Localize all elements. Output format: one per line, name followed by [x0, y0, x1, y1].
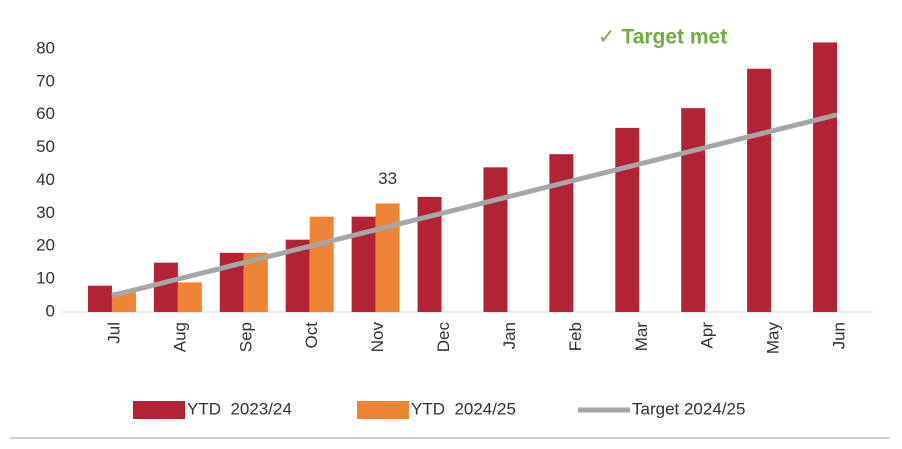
x-tick-label: Jun [830, 322, 849, 349]
bar [309, 216, 334, 312]
bar [681, 108, 706, 312]
target-line [111, 112, 838, 298]
bar [153, 262, 178, 312]
x-tick-label: Oct [302, 322, 321, 349]
y-tick-label: 10 [36, 269, 55, 288]
y-tick-label: 30 [36, 203, 55, 222]
x-tick-label: May [764, 322, 783, 355]
x-tick-label: Aug [170, 322, 189, 352]
x-tick-label: Feb [566, 322, 585, 351]
bar [615, 127, 640, 313]
y-tick-label: 50 [36, 137, 55, 156]
y-tick-label: 20 [36, 236, 55, 255]
legend-label: YTD 2024/25 [411, 399, 516, 418]
legend-swatch [357, 401, 409, 419]
y-tick-label: 0 [46, 301, 55, 320]
legend-label: Target 2024/25 [632, 399, 745, 418]
data-label: 33 [378, 169, 397, 188]
legend-label: YTD 2023/24 [187, 399, 292, 418]
annotation: ✓ Target met [598, 26, 727, 49]
bar [483, 167, 508, 312]
x-tick-label: Apr [698, 322, 717, 349]
x-tick-label: Sep [236, 322, 255, 352]
bar [375, 203, 400, 312]
bar [549, 154, 574, 312]
x-tick-label: Dec [434, 322, 453, 353]
bar [177, 282, 202, 312]
y-tick-label: 80 [36, 38, 55, 57]
y-tick-label: 40 [36, 170, 55, 189]
x-tick-label: Nov [368, 322, 387, 353]
y-tick-label: 70 [36, 71, 55, 90]
bar [747, 68, 772, 312]
legend-swatch [133, 401, 185, 419]
x-tick-label: Jul [104, 322, 123, 344]
x-tick-label: Jan [500, 322, 519, 349]
bar [813, 42, 838, 313]
x-tick-label: Mar [632, 322, 651, 352]
y-tick-label: 60 [36, 104, 55, 123]
bar [87, 285, 112, 312]
bar [111, 292, 136, 312]
